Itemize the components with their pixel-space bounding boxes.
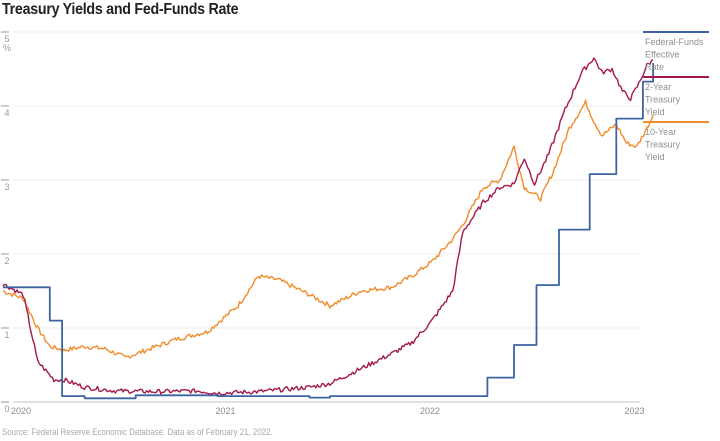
legend-item: 2-Year Treasury Yield: [643, 76, 709, 117]
series-line-2-year-treasury-yield: [2, 57, 654, 396]
y-tick-label: 4: [4, 108, 9, 118]
x-tick-label: 2023: [624, 406, 644, 416]
y-tick-label: 5: [4, 34, 9, 44]
legend-item: 10-Year Treasury Yield: [643, 121, 709, 162]
y-axis-ticks: 0 1 2 3 4 5%: [1, 31, 11, 414]
y-tick-label: 1: [4, 330, 9, 340]
legend-label: Treasury: [645, 140, 681, 150]
series-line-federal-funds-effective-rate: [2, 63, 654, 400]
y-tick-label: 2: [4, 256, 9, 266]
legend-label: 10-Year: [645, 127, 676, 137]
y-tick-label: 3: [4, 182, 9, 192]
x-tick-label: 2022: [420, 406, 440, 416]
legend-label: Yield: [645, 152, 665, 162]
x-tick-label: 2021: [215, 406, 235, 416]
chart-title: Treasury Yields and Fed-Funds Rate: [2, 1, 239, 18]
y-tick-label: 0: [4, 404, 9, 414]
y-unit-label: %: [3, 43, 11, 53]
x-axis: 2020 2021 2022 2023: [11, 406, 645, 416]
legend-label: Yield: [645, 107, 665, 117]
legend-label: Treasury: [645, 95, 681, 105]
x-tick-label: 2020: [11, 406, 31, 416]
legend-label: Rate: [645, 62, 664, 72]
source-note: Source: Federal Reserve Economic Databas…: [2, 427, 273, 437]
legend-item: Federal-Funds Effective Rate: [643, 31, 709, 72]
legend: Federal-Funds Effective Rate 2-Year Treasury…: [643, 31, 709, 162]
series-lines: [2, 57, 654, 400]
legend-label: Effective: [645, 50, 679, 60]
legend-label: Federal-Funds: [645, 37, 704, 47]
gridlines: [13, 31, 640, 403]
series-line-10-year-treasury-yield: [2, 99, 654, 359]
legend-label: 2-Year: [645, 82, 671, 92]
